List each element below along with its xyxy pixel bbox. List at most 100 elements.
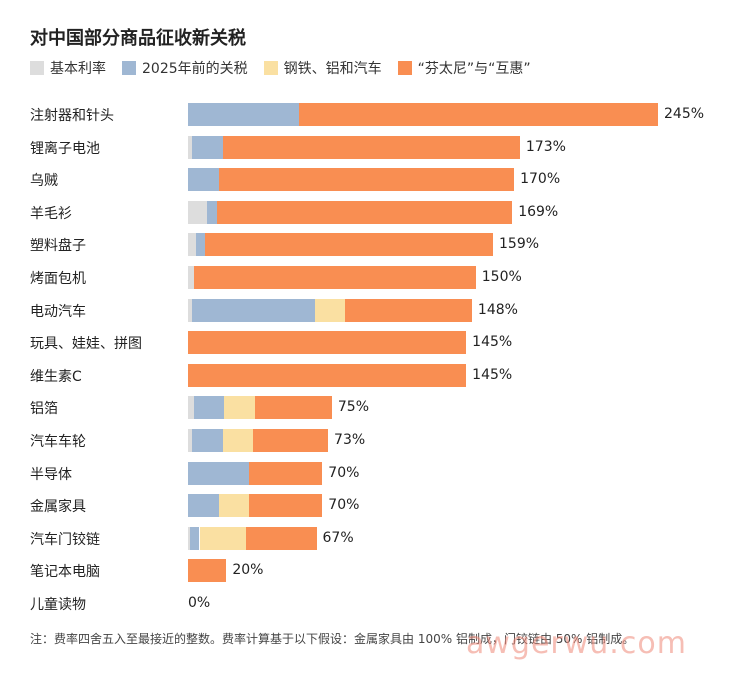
bar-segment (188, 331, 467, 355)
bar-segment (299, 103, 658, 126)
bar-segment (188, 559, 227, 583)
chart-row: 维生素C 145% (0, 361, 741, 393)
category-label: 汽车门铰链 (30, 531, 100, 548)
legend-item-base-rate: 基本利率 (30, 58, 106, 78)
bar-segment (314, 298, 346, 322)
chart-row: 塑料盘子 159% (0, 230, 741, 262)
bar-segment (188, 363, 467, 387)
category-label: 电动汽车 (30, 303, 86, 320)
category-label: 乌贼 (30, 173, 58, 190)
bar-segment (191, 298, 315, 322)
chart-title: 对中国部分商品征收新关税 (30, 28, 246, 49)
bar-segment (188, 266, 194, 289)
bar-segment (249, 494, 323, 518)
legend-swatch (397, 61, 412, 75)
bar (188, 135, 668, 159)
chart-row: 玩具、娃娃、拼图 145% (0, 328, 741, 360)
bar-segment (218, 168, 515, 192)
bar (188, 331, 668, 355)
chart-row: 羊毛衫 169% (0, 198, 741, 230)
chart-row: 乌贼 170% (0, 165, 741, 197)
bar-segment (249, 461, 323, 485)
bar-segment (188, 233, 196, 257)
legend-label: 2025年前的关税 (142, 61, 248, 77)
category-label: 烤面包机 (30, 271, 86, 287)
bar (188, 200, 668, 224)
bar-segment (188, 103, 300, 126)
bar-segment (188, 461, 250, 485)
legend-label: 钢铁、铝和汽车 (283, 61, 382, 77)
legend: 基本利率 2025年前的关税 钢铁、铝和汽车 “芬太尼”与“互惠” (30, 58, 547, 78)
data-label: 70% (328, 464, 360, 481)
bar-segment (188, 200, 208, 224)
chart-row: 烤面包机 150% (0, 263, 741, 295)
category-label: 羊毛衫 (30, 205, 72, 222)
bar-segment (193, 396, 225, 420)
bar-segment (222, 135, 520, 159)
bar-segment (216, 200, 513, 224)
category-label: 儿童读物 (30, 597, 86, 613)
data-label: 173% (525, 138, 566, 155)
category-label: 玩具、娃娃、拼图 (30, 336, 142, 353)
bar (188, 266, 668, 289)
data-label: 67% (322, 529, 354, 546)
legend-label: “芬太尼”与“互惠” (417, 61, 531, 77)
legend-item-pre-2025: 2025年前的关税 (122, 58, 248, 78)
data-label: 145% (472, 366, 513, 383)
category-label: 注射器和针头 (30, 108, 114, 124)
chart-row: 电动汽车 148% (0, 296, 741, 328)
chart-row: 汽车车轮 73% (0, 426, 741, 458)
footnote: 注：费率四舍五入至最接近的整数。费率计算基于以下假设：金属家具由 100% 铝制… (30, 632, 635, 646)
bar-segment (222, 429, 254, 452)
bar-segment (245, 526, 317, 550)
category-label: 铝箔 (30, 401, 58, 418)
bar-segment (189, 526, 200, 550)
bar-segment (188, 526, 190, 550)
bar (188, 494, 668, 518)
data-label: 75% (337, 399, 369, 416)
data-label: 20% (232, 562, 264, 579)
bar (188, 526, 668, 550)
bar (188, 396, 668, 420)
chart-row: 汽车门铰链 67% (0, 524, 741, 556)
chart-row: 笔记本电脑 20% (0, 556, 741, 588)
watermark: awgerwu.com (466, 626, 687, 661)
chart-row: 半导体 70% (0, 459, 741, 491)
data-label: 245% (664, 106, 705, 122)
legend-item-fentanyl-reciprocal: “芬太尼”与“互惠” (397, 58, 531, 78)
bar-segment (195, 233, 206, 257)
data-label: 159% (499, 236, 540, 253)
bar (188, 298, 668, 322)
bar-segment (207, 200, 217, 224)
bar (188, 168, 668, 192)
chart-row: 注射器和针头 245% (0, 100, 741, 132)
data-label: 70% (328, 497, 360, 514)
bar-segment (188, 135, 192, 159)
category-label: 塑料盘子 (30, 238, 86, 255)
chart-row: 铝箔 75% (0, 393, 741, 425)
bar-segment (224, 396, 256, 420)
category-label: 笔记本电脑 (30, 564, 100, 581)
bar-segment (188, 494, 219, 518)
legend-swatch (122, 61, 136, 75)
bar-segment (255, 396, 332, 420)
bar-segment (193, 266, 476, 289)
bar (188, 461, 668, 485)
bar (188, 103, 668, 126)
bar (188, 429, 668, 452)
bar-segment (218, 494, 250, 518)
bar-segment (191, 429, 223, 452)
chart-row: 儿童读物 0% (0, 589, 741, 621)
data-label: 73% (334, 432, 366, 448)
bar-segment (191, 135, 223, 159)
bar-segment (253, 429, 329, 452)
bar (188, 233, 668, 257)
bar (188, 559, 668, 583)
data-label: 0% (188, 595, 211, 611)
chart-row: 锂离子电池 173% (0, 133, 741, 165)
bar-segment (188, 429, 192, 452)
bar-segment (205, 233, 493, 257)
bar-segment (188, 298, 192, 322)
bar (188, 363, 668, 387)
category-label: 金属家具 (30, 499, 86, 516)
